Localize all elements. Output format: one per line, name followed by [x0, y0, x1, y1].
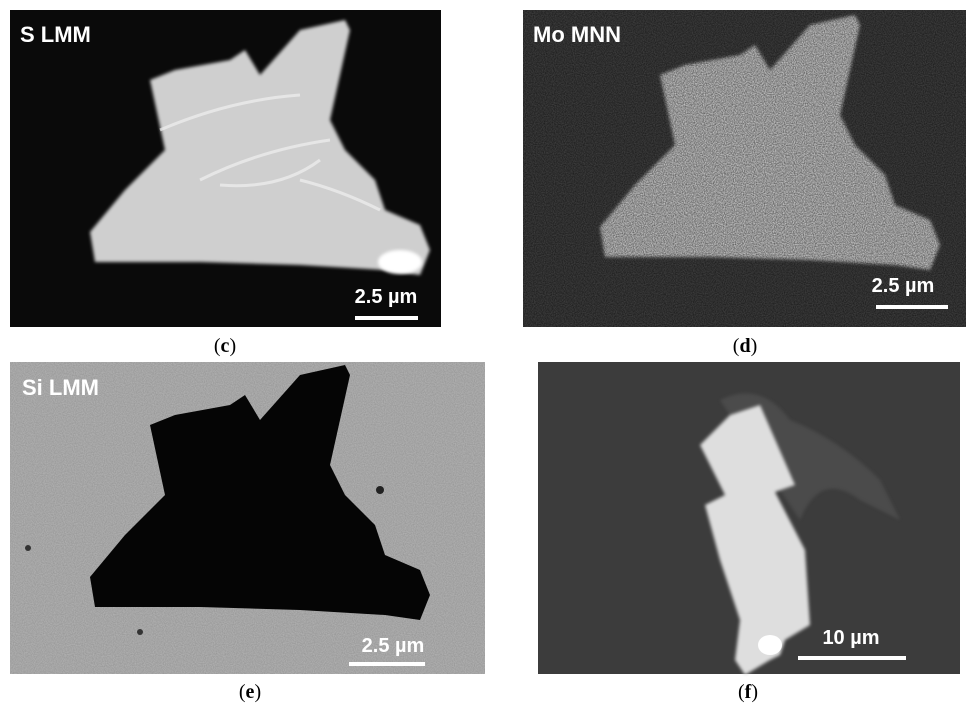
caption: (d): [733, 335, 757, 357]
scale-label: 2.5 µm: [872, 275, 935, 297]
panel-e: [10, 362, 485, 674]
figure: S LMM 2.5 µm (c) Mo MNN 2.5 µm (d) Si LMM 2.5 µ…: [0, 0, 967, 706]
scale-label: 2.5 µm: [355, 286, 418, 308]
caption: (f): [738, 681, 758, 703]
caption-part: c: [221, 335, 230, 357]
caption-part: e: [246, 681, 255, 703]
caption-part: ): [229, 335, 236, 357]
caption: (c): [214, 335, 236, 357]
panel-label: Si LMM: [22, 375, 99, 400]
caption-part: ): [254, 681, 261, 703]
panel-f: [538, 362, 960, 675]
scale-label: 10 µm: [822, 627, 879, 649]
caption: (e): [239, 681, 261, 703]
panel-label: Mo MNN: [533, 22, 621, 47]
caption-part: d: [739, 335, 750, 357]
panel-c: [10, 10, 441, 327]
scale-label: 2.5 µm: [362, 635, 425, 657]
caption-part: ): [751, 681, 758, 703]
caption-part: ): [751, 335, 758, 357]
panel-label: S LMM: [20, 22, 91, 47]
